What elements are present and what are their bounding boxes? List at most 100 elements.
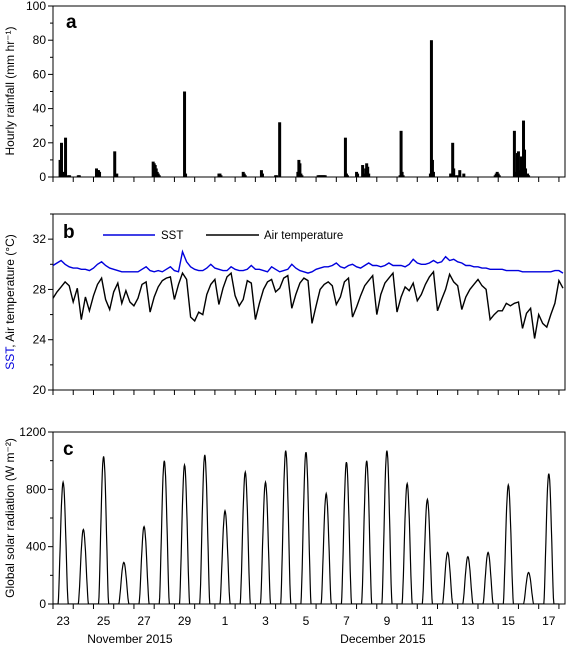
rainfall-bar (400, 171, 404, 177)
date-tick-label: 11 (421, 614, 434, 628)
rainfall-bar (431, 171, 435, 177)
rainfall-bar (343, 137, 347, 177)
panel-a-frame (52, 5, 566, 178)
month-label: December 2015 (340, 632, 426, 646)
legend: SST Air temperature (103, 230, 343, 242)
rainfall-bar (243, 175, 247, 177)
panel-a-letter: a (66, 12, 77, 33)
legend-air-label: Air temperature (264, 230, 343, 242)
y-tick-label: 20 (33, 136, 47, 150)
y-tick-label: 800 (26, 482, 46, 496)
rainfall-bar (345, 175, 349, 177)
panel-a-x-ticks (52, 177, 560, 182)
rainfall-bar (367, 173, 371, 177)
rainfall-bar (451, 142, 455, 177)
y-tick-label: 32 (33, 232, 47, 246)
rainfall-bars (58, 40, 531, 177)
date-tick-label: 23 (56, 614, 70, 628)
rainfall-y-axis-title: Hourly rainfall (mm hr⁻¹) (3, 26, 17, 155)
rainfall-bar (298, 163, 302, 177)
temperature-y-axis-title: SST, Air temperature (°C) (3, 234, 17, 370)
y-tick-label: 20 (33, 383, 47, 397)
month-label: November 2015 (87, 632, 173, 646)
rainfall-bar (219, 175, 223, 177)
y-tick-label: 40 (33, 102, 47, 116)
panel-b-y-ticks: 20 24 28 32 (33, 213, 53, 397)
date-tick-label: 27 (137, 614, 151, 628)
rainfall-bar (184, 173, 188, 177)
rainfall-bar (456, 175, 460, 177)
y-tick-label: 400 (26, 540, 46, 554)
y-title-air-part: , Air temperature (°C) (3, 234, 17, 348)
panel-b-frame (52, 213, 566, 391)
rainfall-bar (519, 156, 523, 177)
rainfall-bar (300, 175, 304, 177)
y-tick-label: 100 (26, 0, 46, 13)
rainfall-bar (59, 142, 63, 177)
legend-sst-label: SST (161, 230, 183, 242)
rainfall-bar (323, 175, 327, 177)
rainfall-bar (430, 159, 434, 177)
rainfall-bar (356, 173, 360, 177)
date-tick-label: 3 (262, 614, 269, 628)
panel-c-x-ticks (52, 604, 560, 609)
rainfall-bar (157, 175, 161, 177)
date-tick-label: 5 (303, 614, 310, 628)
rainfall-bar (113, 151, 117, 177)
rainfall-bar (452, 168, 456, 177)
date-tick-label: 1 (222, 614, 229, 628)
rainfall-bar (497, 175, 501, 177)
rainfall-bar (260, 173, 264, 177)
solar-radiation-line (53, 450, 559, 604)
air-temperature-line (53, 270, 564, 339)
date-tick-label: 13 (461, 614, 475, 628)
rainfall-bar (183, 91, 187, 177)
rainfall-bar (516, 151, 520, 177)
panel-b-letter: b (63, 222, 75, 243)
y-tick-label: 60 (33, 67, 47, 81)
date-tick-label: 7 (343, 614, 350, 628)
month-labels: November 2015 December 2015 (87, 632, 426, 646)
date-tick-label: 25 (97, 614, 111, 628)
rainfall-bar (278, 122, 282, 177)
rainfall-bar (527, 175, 531, 177)
y-title-sst-part: SST (3, 346, 17, 370)
rainfall-bar (68, 175, 72, 177)
rainfall-bar (462, 173, 466, 177)
rainfall-bar (513, 171, 517, 177)
rainfall-bar (524, 168, 528, 177)
rainfall-bar (458, 170, 462, 177)
rainfall-bar (98, 171, 102, 177)
sst-line (53, 249, 564, 274)
date-tick-label: 17 (542, 614, 556, 628)
rainfall-bar (64, 137, 68, 177)
y-tick-label: 1200 (19, 425, 46, 439)
rainfall-bar (77, 175, 81, 177)
date-tick-label: 15 (502, 614, 516, 628)
y-tick-label: 80 (33, 33, 47, 47)
y-tick-label: 0 (39, 597, 46, 611)
panel-c-y-ticks: 0 400 800 1200 (19, 425, 53, 611)
rainfall-bar (361, 165, 365, 177)
rainfall-bar (399, 130, 403, 177)
rainfall-bar (115, 173, 119, 177)
solar-y-axis-title: Global solar radiation (W m⁻²) (3, 438, 17, 598)
rainfall-bar (401, 175, 405, 177)
panel-c-letter: c (63, 439, 74, 460)
rainfall-bar (366, 166, 370, 177)
rainfall-bar (454, 175, 458, 177)
rainfall-bar (429, 40, 433, 177)
rainfall-bar (362, 173, 366, 177)
date-tick-label: 29 (178, 614, 192, 628)
rainfall-bar (275, 175, 279, 177)
date-tick-label: 9 (384, 614, 391, 628)
y-tick-label: 28 (33, 282, 47, 296)
panel-a: a 0 20 40 60 80 100 Hourly rainfall (mm hr⁻¹) (3, 0, 566, 184)
panel-a-y-ticks: 0 20 40 60 80 100 (26, 0, 53, 184)
rainfall-bar (512, 130, 516, 177)
panel-b-x-ticks (52, 390, 560, 395)
date-tick-labels: 23 25 27 29 1 3 5 7 9 11 13 15 17 (56, 614, 555, 628)
